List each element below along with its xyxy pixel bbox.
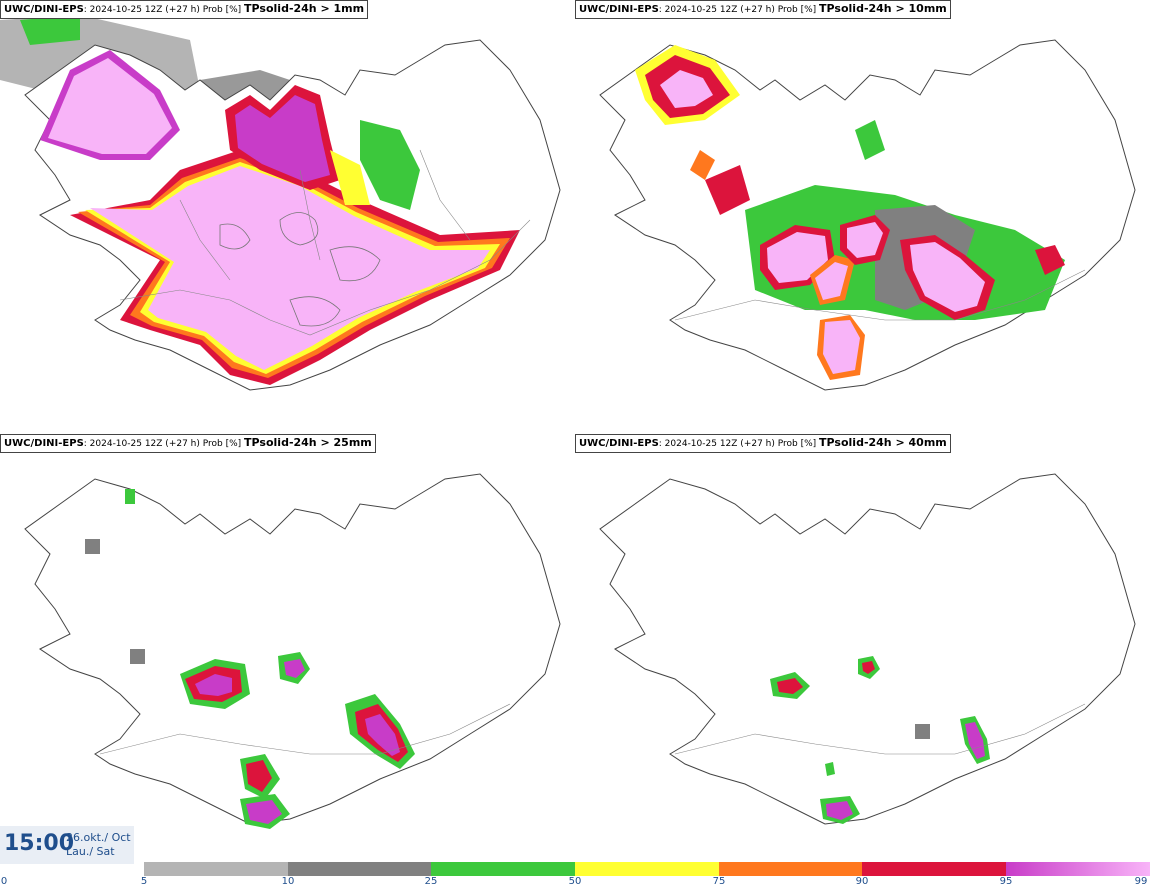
run-info: : 2024-10-25 12Z (+27 h) Prob [%] xyxy=(658,5,817,15)
parameter-label: TPsolid-24h > 40mm xyxy=(819,436,947,449)
model-name: UWC/DINI-EPS xyxy=(579,438,659,449)
run-info: : 2024-10-25 12Z (+27 h) Prob [%] xyxy=(83,5,242,15)
legend-bar-4 xyxy=(575,862,719,876)
panel-title: UWC/DINI-EPS: 2024-10-25 12Z (+27 h) Pro… xyxy=(575,0,951,19)
probability-legend: 0 5 10 25 50 75 90 95 99 xyxy=(0,862,1150,891)
valid-time: 15:00 xyxy=(4,831,75,856)
legend-tick: 75 xyxy=(712,876,726,887)
panel-title: UWC/DINI-EPS: 2024-10-25 12Z (+27 h) Pro… xyxy=(0,434,376,453)
legend-tick: 99 xyxy=(1134,876,1148,887)
parameter-label: TPsolid-24h > 25mm xyxy=(244,436,372,449)
legend-tick: 25 xyxy=(424,876,438,887)
valid-date-line1: 26.okt./ Oct xyxy=(66,831,131,844)
map-panel-25mm: UWC/DINI-EPS: 2024-10-25 12Z (+27 h) Pro… xyxy=(0,434,575,864)
map-panel-40mm: UWC/DINI-EPS: 2024-10-25 12Z (+27 h) Pro… xyxy=(575,434,1150,864)
valid-date: 26.okt./ Oct Lau./ Sat xyxy=(66,831,131,859)
map-40mm xyxy=(599,473,1136,825)
run-info: : 2024-10-25 12Z (+27 h) Prob [%] xyxy=(658,439,817,449)
model-name: UWC/DINI-EPS xyxy=(579,4,659,15)
legend-tick: 50 xyxy=(568,876,582,887)
legend-tick: 90 xyxy=(855,876,869,887)
parameter-label: TPsolid-24h > 10mm xyxy=(819,2,947,15)
legend-bar-5 xyxy=(719,862,862,876)
legend-bar-2 xyxy=(288,862,431,876)
valid-time-box: 15:00 26.okt./ Oct Lau./ Sat xyxy=(0,826,134,864)
map-25mm xyxy=(24,473,561,829)
map-panel-10mm: UWC/DINI-EPS: 2024-10-25 12Z (+27 h) Pro… xyxy=(575,0,1150,430)
map-panel-1mm: UWC/DINI-EPS: 2024-10-25 12Z (+27 h) Pro… xyxy=(0,0,575,430)
legend-bar-7 xyxy=(1006,862,1150,876)
legend-bar-3 xyxy=(431,862,575,876)
parameter-label: TPsolid-24h > 1mm xyxy=(244,2,365,15)
run-info: : 2024-10-25 12Z (+27 h) Prob [%] xyxy=(83,439,242,449)
legend-tick: 10 xyxy=(281,876,295,887)
map-1mm xyxy=(0,15,561,391)
valid-date-line2: Lau./ Sat xyxy=(66,845,115,858)
legend-bar-6 xyxy=(862,862,1006,876)
map-10mm xyxy=(599,39,1136,391)
legend-tick: 95 xyxy=(999,876,1013,887)
panel-title: UWC/DINI-EPS: 2024-10-25 12Z (+27 h) Pro… xyxy=(575,434,951,453)
legend-bar-1 xyxy=(144,862,288,876)
model-name: UWC/DINI-EPS xyxy=(4,4,84,15)
model-name: UWC/DINI-EPS xyxy=(4,438,84,449)
legend-tick: 0 xyxy=(0,876,8,887)
legend-tick: 5 xyxy=(140,876,148,887)
panel-title: UWC/DINI-EPS: 2024-10-25 12Z (+27 h) Pro… xyxy=(0,0,369,19)
